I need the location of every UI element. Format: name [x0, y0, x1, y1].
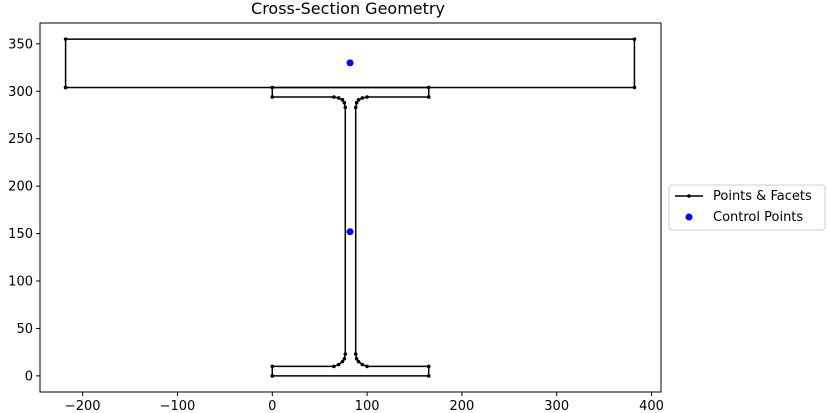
facet-point: [270, 95, 275, 99]
facet-point: [426, 95, 431, 99]
control-point: [346, 59, 354, 67]
facet-point: [343, 352, 348, 356]
y-tick-label: 150: [8, 227, 33, 242]
facet-point: [426, 374, 431, 378]
y-tick-label: 200: [8, 180, 33, 195]
control-point: [346, 228, 354, 236]
x-tick-label: 300: [544, 399, 569, 413]
y-axis: 0 50 100 150 200 250 300 350: [8, 37, 40, 384]
facet-point: [332, 364, 336, 369]
facet-point: [343, 105, 348, 110]
chart-title: Cross-Section Geometry: [251, 0, 445, 18]
facet-point: [365, 364, 369, 369]
x-tick-label: 400: [639, 399, 664, 413]
facet-point: [354, 100, 359, 105]
facet-point: [342, 356, 347, 361]
facet-point: [632, 85, 637, 90]
facet-point: [270, 364, 275, 369]
y-tick-label: 50: [16, 322, 33, 337]
facet-point: [426, 364, 431, 369]
facet-point: [340, 98, 345, 102]
facet-point: [332, 95, 336, 99]
facet-point: [63, 85, 68, 90]
facet-point: [353, 105, 358, 110]
plot-frame: [39, 22, 662, 393]
x-tick-label: 0: [268, 399, 276, 413]
y-tick-label: 100: [8, 275, 33, 290]
x-tick-label: −200: [65, 399, 101, 413]
plot-background: [40, 23, 661, 392]
y-tick-label: 300: [8, 85, 33, 100]
facet-point: [336, 96, 341, 100]
facet-point: [356, 98, 361, 102]
data-layer: [63, 37, 637, 378]
legend: Points & Facets Control Points: [668, 184, 826, 231]
facet-point: [342, 100, 347, 105]
legend-facets-marker: [687, 194, 691, 198]
facet-point: [365, 95, 369, 99]
facet-point: [340, 359, 345, 364]
legend-control-points-marker: [685, 213, 693, 221]
facet-point: [356, 359, 361, 364]
facet-point: [270, 374, 275, 378]
facet-point: [354, 356, 359, 361]
x-tick-label: 100: [355, 399, 380, 413]
facet-point: [360, 96, 365, 100]
facet-point: [336, 362, 341, 367]
y-tick-label: 350: [8, 37, 33, 52]
plot-area: [39, 22, 662, 393]
y-tick-label: 0: [25, 369, 33, 384]
legend-control-points-label: Control Points: [713, 210, 803, 225]
facet-point: [353, 352, 358, 356]
legend-facets-label: Points & Facets: [713, 189, 812, 204]
x-axis: −200 −100 0 100 200 300 400: [65, 392, 664, 413]
y-tick-label: 250: [8, 132, 33, 147]
legend-box: [668, 184, 826, 231]
x-tick-label: 200: [449, 399, 474, 413]
facet-point: [360, 362, 365, 367]
x-tick-label: −100: [160, 399, 196, 413]
facet-point: [63, 37, 68, 41]
facet-point: [632, 37, 637, 41]
